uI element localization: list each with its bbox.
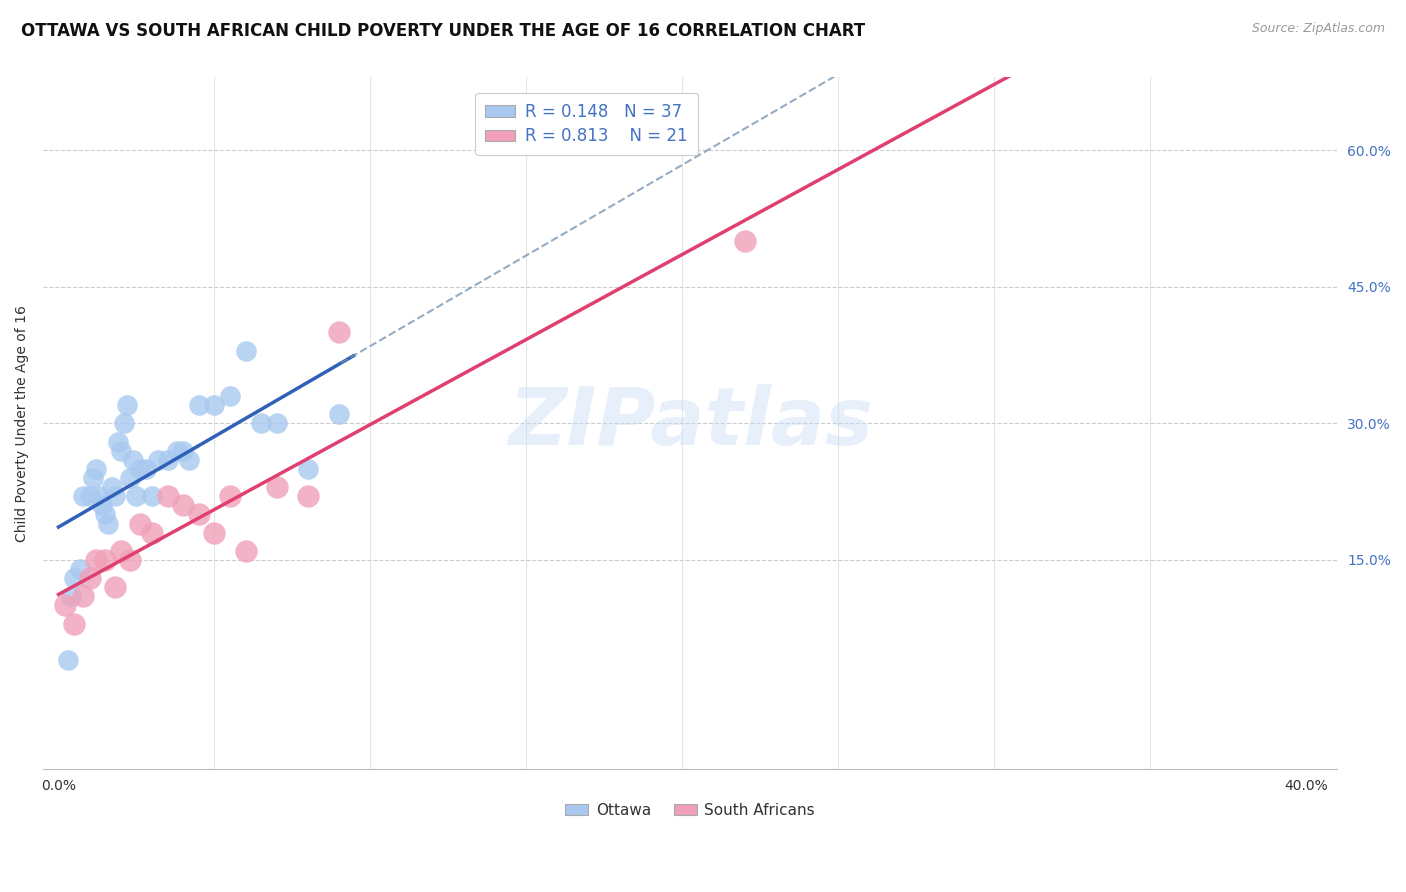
Point bbox=[734, 235, 756, 249]
Point bbox=[187, 398, 209, 412]
Point bbox=[94, 553, 117, 567]
Point bbox=[69, 562, 91, 576]
Point bbox=[107, 434, 129, 449]
Point bbox=[110, 443, 132, 458]
Point bbox=[94, 508, 117, 522]
Point bbox=[59, 590, 82, 604]
Point bbox=[122, 452, 145, 467]
Point bbox=[148, 452, 170, 467]
Point bbox=[110, 544, 132, 558]
Point bbox=[63, 616, 86, 631]
Point bbox=[204, 398, 226, 412]
Point bbox=[84, 553, 107, 567]
Point bbox=[72, 489, 94, 503]
Point bbox=[328, 407, 350, 421]
Point bbox=[53, 599, 76, 613]
Point bbox=[141, 489, 163, 503]
Point bbox=[100, 480, 122, 494]
Point bbox=[172, 498, 194, 512]
Legend: Ottawa, South Africans: Ottawa, South Africans bbox=[560, 797, 821, 824]
Point bbox=[87, 489, 110, 503]
Point bbox=[56, 653, 79, 667]
Point bbox=[135, 462, 157, 476]
Point bbox=[72, 590, 94, 604]
Point bbox=[250, 417, 273, 431]
Point bbox=[120, 471, 142, 485]
Point bbox=[297, 462, 319, 476]
Point bbox=[63, 571, 86, 585]
Point bbox=[219, 489, 242, 503]
Point bbox=[328, 326, 350, 340]
Point bbox=[156, 489, 179, 503]
Point bbox=[120, 553, 142, 567]
Text: Source: ZipAtlas.com: Source: ZipAtlas.com bbox=[1251, 22, 1385, 36]
Point bbox=[115, 398, 138, 412]
Point bbox=[187, 508, 209, 522]
Point bbox=[128, 516, 150, 531]
Y-axis label: Child Poverty Under the Age of 16: Child Poverty Under the Age of 16 bbox=[15, 305, 30, 541]
Point bbox=[128, 462, 150, 476]
Point bbox=[219, 389, 242, 403]
Point bbox=[79, 489, 101, 503]
Point bbox=[141, 525, 163, 540]
Point bbox=[172, 443, 194, 458]
Point bbox=[82, 471, 104, 485]
Point bbox=[104, 489, 127, 503]
Point bbox=[235, 343, 257, 358]
Point bbox=[235, 544, 257, 558]
Point bbox=[91, 498, 114, 512]
Text: ZIPatlas: ZIPatlas bbox=[508, 384, 873, 462]
Point bbox=[104, 580, 127, 594]
Point bbox=[266, 417, 288, 431]
Point bbox=[204, 525, 226, 540]
Point bbox=[97, 516, 120, 531]
Point bbox=[112, 417, 135, 431]
Point bbox=[156, 452, 179, 467]
Point bbox=[125, 489, 148, 503]
Point bbox=[166, 443, 188, 458]
Point bbox=[79, 571, 101, 585]
Point bbox=[297, 489, 319, 503]
Point bbox=[266, 480, 288, 494]
Point bbox=[84, 462, 107, 476]
Text: OTTAWA VS SOUTH AFRICAN CHILD POVERTY UNDER THE AGE OF 16 CORRELATION CHART: OTTAWA VS SOUTH AFRICAN CHILD POVERTY UN… bbox=[21, 22, 865, 40]
Point bbox=[179, 452, 201, 467]
